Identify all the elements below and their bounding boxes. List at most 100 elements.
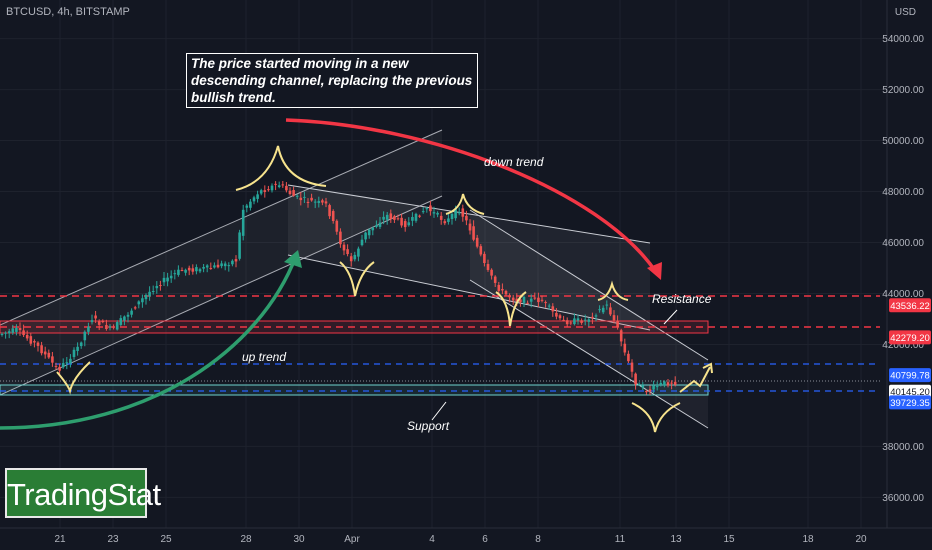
candle-body	[400, 217, 403, 226]
candle-body	[605, 304, 609, 306]
label-up-trend: up trend	[242, 350, 287, 364]
candle-body	[346, 249, 349, 255]
candle-body	[18, 328, 22, 331]
candle-body	[274, 183, 277, 185]
candle-body	[223, 263, 227, 267]
candle-body	[97, 321, 101, 325]
projection-arrow	[679, 366, 711, 393]
candle-body	[22, 330, 25, 336]
descending-channel-bottom	[287, 254, 651, 331]
descending-channel-fill	[288, 185, 650, 330]
candle-body	[421, 211, 425, 213]
candle-body	[144, 294, 148, 300]
time-axis[interactable]: 21 23 25 28 30 Apr 4 6 8 11 13 15 18 20	[54, 534, 867, 545]
candle-body	[450, 213, 454, 219]
candle-body	[202, 267, 205, 269]
candle-body	[411, 216, 414, 221]
candle-body	[198, 269, 202, 272]
candle-body	[465, 215, 468, 221]
candle-body	[385, 214, 389, 220]
candle-body	[393, 216, 396, 220]
candle-body	[187, 267, 191, 271]
price-label: 43536.22	[890, 301, 930, 312]
candle-body	[288, 190, 292, 194]
candle-body	[126, 314, 130, 317]
candle-body	[389, 213, 393, 219]
candle-body	[151, 291, 155, 293]
candle-body	[61, 363, 65, 368]
candle-body	[616, 320, 619, 328]
candle-body	[486, 264, 490, 270]
x-tick-label: 23	[107, 534, 119, 545]
candle-body	[634, 373, 637, 385]
x-tick-label: 21	[54, 534, 66, 545]
candle-body	[65, 362, 69, 364]
x-tick-label: 30	[293, 534, 305, 545]
x-tick-label: Apr	[344, 534, 360, 545]
candle-body	[51, 356, 54, 363]
candle-body	[141, 298, 144, 303]
candle-body	[69, 358, 72, 364]
x-tick-label: 15	[723, 534, 735, 545]
candle-body	[652, 385, 655, 390]
candle-body	[418, 215, 421, 217]
candle-body	[173, 273, 177, 275]
candle-body	[249, 201, 252, 208]
candle-body	[623, 343, 627, 353]
candle-body	[648, 389, 652, 392]
candle-body	[76, 346, 79, 351]
candle-body	[184, 269, 187, 273]
candle-body	[511, 297, 515, 301]
candle-body	[299, 197, 303, 201]
inner-channel-top	[469, 209, 709, 361]
drawings	[0, 129, 880, 429]
candle-body	[191, 268, 195, 272]
candle-body	[137, 301, 141, 305]
candle-body	[47, 352, 51, 358]
candle-body	[375, 225, 378, 227]
candle-body	[598, 309, 601, 311]
inner-channel-bottom	[469, 279, 709, 429]
x-tick-label: 18	[802, 534, 814, 545]
candle-body	[673, 381, 677, 385]
x-tick-label: 4	[429, 534, 435, 545]
label-down-trend: down trend	[484, 155, 544, 169]
brand-logo: TradingStat	[5, 468, 161, 518]
candle-body	[209, 268, 213, 270]
candle-body	[573, 318, 576, 325]
candle-body	[94, 315, 97, 319]
label-support: Support	[407, 419, 450, 433]
currency-label: USD	[894, 7, 916, 18]
candle-body	[36, 342, 40, 346]
candle-body	[544, 302, 547, 304]
candle-body	[238, 232, 241, 259]
candles	[0, 180, 677, 396]
candle-body	[148, 291, 151, 297]
candle-body	[645, 390, 648, 393]
price-label-box	[889, 330, 931, 345]
ascending-channel-top	[0, 129, 443, 326]
candle-body	[101, 320, 105, 323]
candle-body	[11, 328, 15, 333]
candle-body	[479, 246, 483, 255]
candle-body	[483, 253, 486, 264]
candle-body	[245, 205, 249, 208]
candle-body	[205, 265, 209, 268]
candle-body	[43, 351, 47, 355]
candle-body	[4, 332, 7, 334]
candle-body	[601, 307, 605, 313]
price-axis[interactable]: 54000.00 52000.00 50000.00 48000.00 46000.00…	[882, 34, 924, 504]
candle-body	[119, 318, 123, 325]
candle-body	[475, 237, 479, 247]
x-tick-label: 20	[855, 534, 867, 545]
candle-body	[407, 222, 411, 226]
price-label-box	[889, 384, 931, 399]
candle-body	[227, 265, 231, 267]
y-tick-label: 46000.00	[882, 238, 924, 249]
candle-body	[439, 215, 443, 220]
candle-body	[0, 333, 4, 335]
candle-body	[112, 326, 115, 328]
candle-body	[267, 189, 270, 191]
candle-body	[306, 201, 310, 203]
